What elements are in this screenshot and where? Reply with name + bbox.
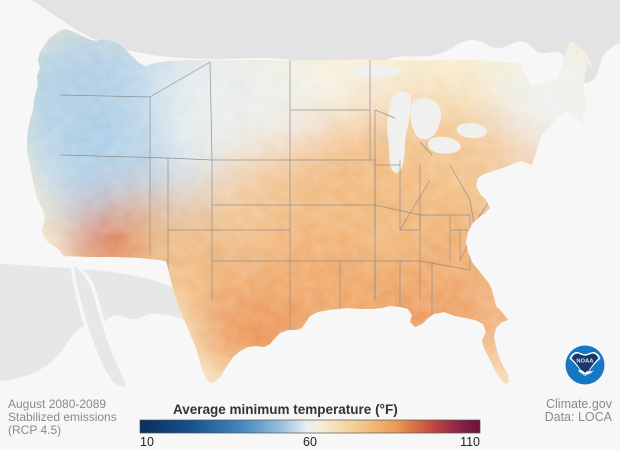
svg-text:10: 10 xyxy=(140,435,154,449)
svg-text:Average minimum temperature (°: Average minimum temperature (°F) xyxy=(173,402,398,417)
svg-text:August 2080-2089: August 2080-2089 xyxy=(8,397,106,411)
svg-text:(RCP 4.5): (RCP 4.5) xyxy=(8,423,61,437)
svg-text:Data: LOCA: Data: LOCA xyxy=(545,410,613,424)
svg-text:Stabilized emissions: Stabilized emissions xyxy=(8,410,117,424)
svg-text:NOAA: NOAA xyxy=(576,359,593,365)
svg-text:110: 110 xyxy=(460,435,480,449)
svg-text:60: 60 xyxy=(303,435,317,449)
svg-text:Climate.gov: Climate.gov xyxy=(546,397,613,411)
